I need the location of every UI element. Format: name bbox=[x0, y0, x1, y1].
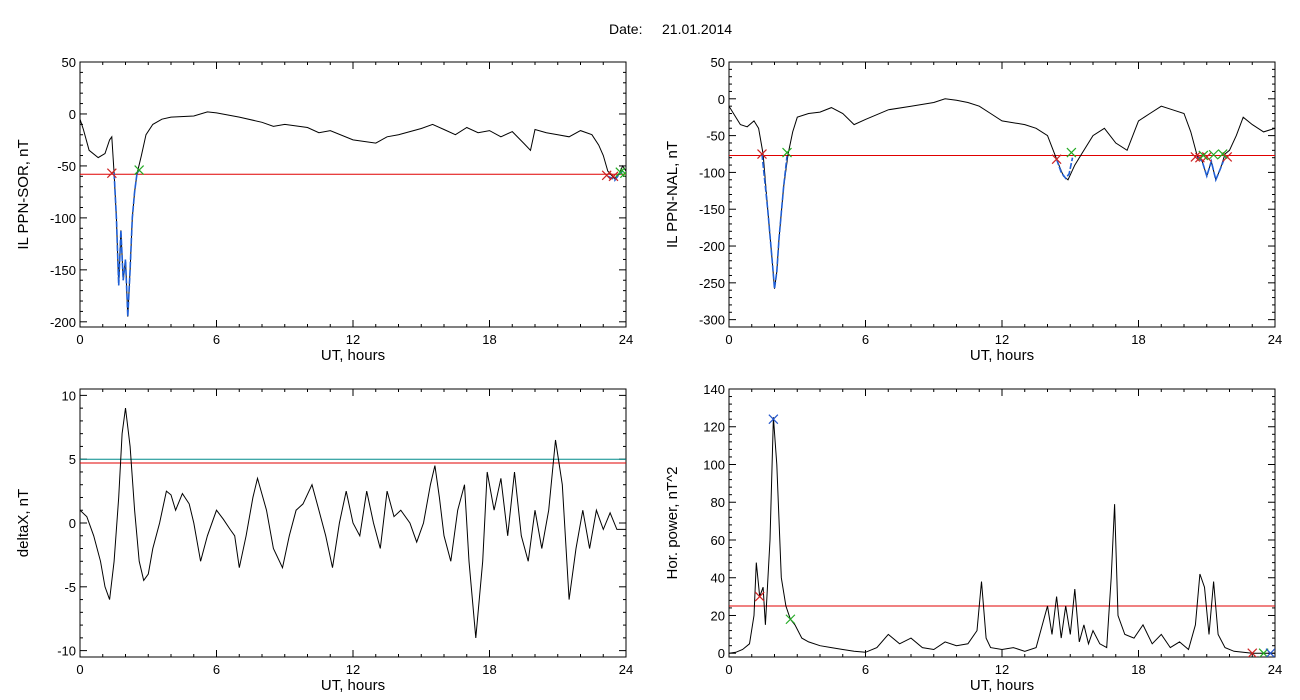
peak-marker bbox=[1265, 648, 1275, 657]
y-tick-label: 0 bbox=[718, 92, 725, 107]
end-marker bbox=[1208, 149, 1219, 160]
end-marker bbox=[134, 165, 145, 176]
plot-data bbox=[729, 98, 1275, 289]
end-marker bbox=[1198, 150, 1209, 161]
y-tick-label: 50 bbox=[62, 55, 76, 70]
signal-series-line bbox=[80, 408, 626, 638]
y-tick-label: -250 bbox=[699, 276, 725, 291]
x-tick-label: 6 bbox=[862, 332, 869, 347]
x-tick-label: 12 bbox=[346, 332, 360, 347]
chart-panel-deltax: 0 6 12 18 24 10 5 0 -5 -10 UT, hours deltaX, nT bbox=[15, 388, 633, 694]
start-marker bbox=[1190, 152, 1201, 162]
x-tick-label: 18 bbox=[1131, 662, 1145, 677]
x-tick-label: 18 bbox=[482, 662, 496, 677]
start-marker bbox=[1247, 648, 1258, 657]
start-marker bbox=[608, 171, 619, 182]
y-tick-label: -50 bbox=[57, 159, 76, 174]
y-tick-label: -5 bbox=[64, 580, 76, 595]
x-tick-label: 12 bbox=[995, 662, 1009, 677]
y-tick-label: -100 bbox=[699, 165, 725, 180]
plot-frame bbox=[79, 61, 627, 328]
event-series-line bbox=[1055, 157, 1074, 180]
end-marker bbox=[615, 167, 626, 178]
start-marker bbox=[106, 168, 117, 179]
plot-data bbox=[729, 414, 1275, 657]
y-tick-label: 80 bbox=[711, 495, 725, 510]
y-tick-label: 140 bbox=[703, 382, 725, 397]
y-tick-label: 5 bbox=[69, 452, 76, 467]
x-tick-label: 18 bbox=[482, 332, 496, 347]
x-tick-label: 24 bbox=[1268, 662, 1282, 677]
chart-panel-nal: 0 6 12 18 24 50 0 -50 -100 -150 -200 -250 -300 UT, ho… bbox=[664, 55, 1282, 364]
x-axis-title: UT, hours bbox=[970, 347, 1034, 364]
date-label: Date: bbox=[609, 21, 642, 37]
end-marker bbox=[1217, 149, 1228, 159]
y-tick-label: -300 bbox=[699, 313, 725, 328]
plot-frame bbox=[728, 61, 1276, 328]
y-tick-label: 10 bbox=[62, 388, 76, 403]
y-tick-label: -200 bbox=[699, 239, 725, 254]
signal-series-line bbox=[729, 98, 1275, 289]
signal-series-line bbox=[80, 111, 626, 317]
y-tick-label: -10 bbox=[57, 644, 76, 659]
chart-panel-power: 0 6 12 18 24 140 120 100 80 60 40 20 0 UT, hours Hor. … bbox=[664, 382, 1282, 694]
x-axis-title: UT, hours bbox=[970, 677, 1034, 694]
y-axis-title: IL PPN-NAL, nT bbox=[664, 141, 681, 248]
y-tick-label: -100 bbox=[50, 211, 76, 226]
y-tick-label: 100 bbox=[703, 457, 725, 472]
event-series-line bbox=[761, 153, 788, 289]
x-tick-label: 0 bbox=[76, 662, 83, 677]
y-axis-title: deltaX, nT bbox=[15, 489, 32, 557]
x-tick-label: 24 bbox=[619, 332, 633, 347]
peak-marker bbox=[768, 414, 779, 425]
plot-data bbox=[80, 408, 626, 638]
y-tick-label: -150 bbox=[699, 202, 725, 217]
chart-panel-sor: 0 6 12 18 24 50 0 -50 -100 -150 -200 UT, hours IL PP… bbox=[15, 55, 633, 364]
signal-series-line bbox=[729, 417, 1275, 654]
event-series-line bbox=[607, 170, 624, 182]
start-marker bbox=[1222, 152, 1233, 162]
end-marker bbox=[782, 147, 792, 158]
x-axis-title: UT, hours bbox=[321, 677, 385, 694]
end-marker bbox=[619, 171, 626, 179]
y-tick-label: 20 bbox=[711, 608, 725, 623]
y-tick-label: -150 bbox=[50, 263, 76, 278]
x-tick-label: 0 bbox=[725, 332, 732, 347]
x-tick-label: 0 bbox=[76, 332, 83, 347]
y-tick-label: 0 bbox=[69, 107, 76, 122]
start-marker bbox=[1051, 154, 1062, 165]
start-marker bbox=[754, 591, 765, 602]
y-tick-label: 0 bbox=[69, 516, 76, 531]
start-marker bbox=[1201, 152, 1212, 162]
x-tick-label: 24 bbox=[1268, 332, 1282, 347]
x-tick-label: 18 bbox=[1131, 332, 1145, 347]
plot-frame bbox=[728, 388, 1276, 658]
y-tick-label: 0 bbox=[718, 646, 725, 661]
x-tick-label: 6 bbox=[213, 332, 220, 347]
date-value: 21.01.2014 bbox=[662, 21, 732, 37]
y-tick-label: -200 bbox=[50, 315, 76, 330]
x-tick-label: 12 bbox=[346, 662, 360, 677]
event-series-line bbox=[1197, 156, 1226, 183]
y-tick-label: 60 bbox=[711, 533, 725, 548]
x-tick-label: 6 bbox=[862, 662, 869, 677]
x-tick-label: 12 bbox=[995, 332, 1009, 347]
plot-data bbox=[80, 111, 626, 317]
y-tick-label: -50 bbox=[706, 129, 725, 144]
x-tick-label: 0 bbox=[725, 662, 732, 677]
end-marker bbox=[785, 614, 796, 625]
x-tick-label: 24 bbox=[619, 662, 633, 677]
y-axis-title: Hor. power, nT^2 bbox=[664, 467, 681, 580]
y-axis-title: IL PPN-SOR, nT bbox=[15, 139, 32, 249]
event-series-line bbox=[113, 169, 140, 317]
x-tick-label: 6 bbox=[213, 662, 220, 677]
y-tick-label: 120 bbox=[703, 420, 725, 435]
start-marker bbox=[757, 149, 767, 159]
x-axis-title: UT, hours bbox=[321, 347, 385, 364]
end-marker bbox=[1066, 147, 1077, 158]
y-tick-label: 50 bbox=[711, 55, 725, 70]
y-tick-label: 40 bbox=[711, 571, 725, 586]
